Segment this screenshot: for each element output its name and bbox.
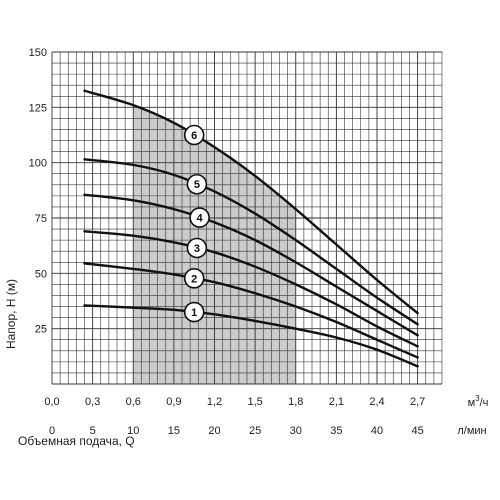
y-tick-label: 150: [29, 47, 47, 59]
y-tick-label: 25: [35, 324, 47, 336]
x-tick-label-primary: 0,6: [126, 396, 141, 408]
x-tick-label-primary: 0,9: [166, 396, 181, 408]
curve-badge-label-2: 2: [191, 273, 197, 285]
x-tick-label-secondary: 30: [290, 425, 302, 437]
curve-badge-4: [189, 207, 210, 228]
curve-5: [83, 158, 419, 326]
x-tick-label-secondary: 40: [371, 425, 383, 437]
x-tick-label-secondary: 25: [249, 425, 261, 437]
x-tick-label-secondary: 5: [90, 425, 96, 437]
x-tick-label-primary: 1,5: [247, 396, 262, 408]
x-tick-label-secondary: 20: [208, 425, 220, 437]
curve-3: [83, 230, 419, 348]
x-tick-label-primary: 1,2: [207, 396, 222, 408]
curve-badge-3: [186, 237, 208, 259]
curve-badge-5: [186, 173, 208, 195]
x-tick-label-primary: 2,4: [369, 396, 384, 408]
y-tick-label: 100: [29, 158, 47, 170]
curve-badge-1: [183, 301, 205, 323]
curve-2: [83, 262, 419, 359]
x-tick-label-primary: 2,1: [329, 396, 344, 408]
curve-badge-label-4: 4: [197, 213, 204, 225]
x-tick-label-primary: 2,7: [410, 396, 425, 408]
curve-badge-label-3: 3: [194, 243, 200, 255]
x-axis-title: Объемная подача, Q: [18, 434, 135, 448]
y-tick-label: 50: [35, 268, 47, 280]
curve-badge-label-5: 5: [194, 179, 200, 191]
curve-4: [83, 193, 419, 337]
curve-badge-2: [183, 268, 205, 289]
y-axis-title: Напор, Н (м): [4, 279, 18, 349]
y-tick-label: 75: [35, 213, 47, 225]
curve-badge-label-6: 6: [191, 130, 197, 142]
x-tick-label-secondary: 35: [330, 425, 342, 437]
x-tick-label-secondary: 15: [168, 425, 180, 437]
x-unit-secondary: л/мин: [457, 425, 486, 437]
x-tick-label-primary: 0,0: [44, 396, 59, 408]
x-tick-label-secondary: 45: [412, 425, 424, 437]
curve-badge-6: [183, 124, 205, 146]
curve-6: [83, 89, 419, 315]
x-unit-primary: м3/ч: [468, 394, 489, 409]
x-tick-label-primary: 0,3: [85, 396, 100, 408]
x-tick-label-secondary: 10: [127, 425, 139, 437]
x-tick-label-secondary: 0: [49, 425, 55, 437]
curve-badge-label-1: 1: [191, 307, 197, 319]
y-tick-label: 125: [29, 102, 47, 114]
curve-1: [83, 304, 419, 368]
x-tick-label-primary: 1,8: [288, 396, 303, 408]
